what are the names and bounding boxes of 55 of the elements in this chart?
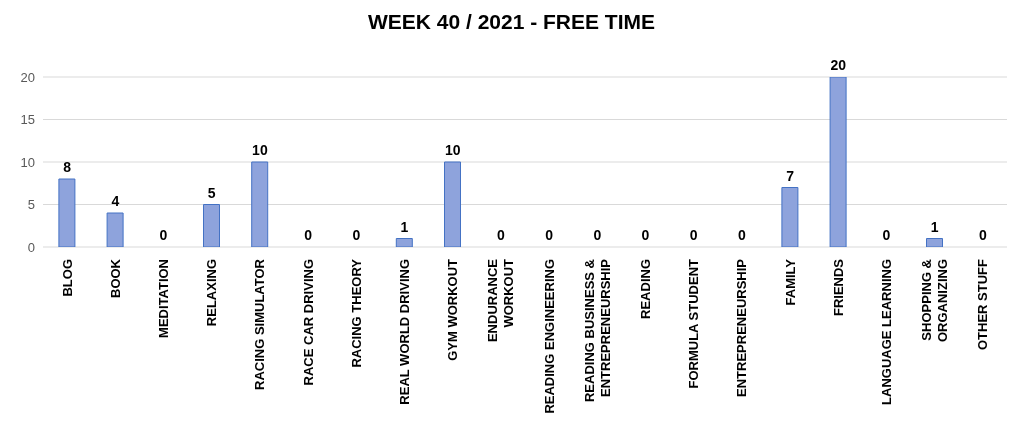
bar bbox=[395, 238, 413, 247]
x-tick-label: MEDITATION bbox=[156, 259, 171, 338]
x-tick-label: LANGUAGE LEARNING bbox=[879, 259, 894, 405]
data-label: 0 bbox=[979, 227, 987, 243]
x-tick-label: ENDURANCE WORKOUT bbox=[485, 258, 517, 343]
x-tick-label: GYM WORKOUT bbox=[445, 258, 461, 361]
x-tick-label: RACING SIMULATOR bbox=[252, 258, 268, 390]
data-label: 1 bbox=[930, 218, 939, 235]
y-tick-label: 0 bbox=[27, 239, 35, 255]
x-tick-label: RACING THEORY bbox=[348, 258, 364, 368]
x-tick-label: READING ENGINEERING bbox=[541, 259, 557, 414]
bar bbox=[251, 161, 269, 247]
data-label: 0 bbox=[689, 227, 698, 243]
bar bbox=[106, 212, 124, 247]
x-tick-label: FRIENDS bbox=[830, 258, 846, 317]
data-label: 0 bbox=[545, 227, 554, 243]
x-tick-label: READING BUSINESS & ENTREPRENEURSHIP bbox=[581, 258, 613, 403]
x-tick-label: RELAXING bbox=[204, 259, 220, 327]
x-tick-label: SHOPPING & ORGANIZING bbox=[919, 259, 951, 343]
x-tick-label: BLOG bbox=[59, 259, 75, 297]
data-label: 4 bbox=[111, 193, 120, 209]
x-tick-label: READING bbox=[638, 259, 653, 319]
data-label: 0 bbox=[352, 227, 361, 243]
y-tick-label: 15 bbox=[20, 112, 35, 128]
x-tick-label: OTHER STUFF bbox=[975, 258, 991, 350]
data-label: 0 bbox=[497, 227, 505, 243]
y-tick-label: 5 bbox=[27, 197, 35, 213]
data-label: 0 bbox=[159, 227, 168, 243]
data-label: 0 bbox=[641, 227, 650, 243]
bar bbox=[781, 187, 799, 247]
data-label: 7 bbox=[786, 167, 795, 184]
bar bbox=[58, 178, 76, 247]
data-label: 0 bbox=[882, 227, 891, 243]
x-tick-label: FAMILY bbox=[782, 258, 798, 306]
x-tick-label: BOOK bbox=[107, 258, 123, 298]
x-tick-label: RACE CAR DRIVING bbox=[300, 259, 316, 386]
bar bbox=[203, 204, 221, 247]
x-tick-label: REAL WORLD DRIVING bbox=[397, 259, 412, 405]
bar bbox=[926, 238, 944, 247]
data-label: 0 bbox=[304, 227, 313, 243]
x-tick-label: FORMULA STUDENT bbox=[686, 258, 702, 389]
data-label: 0 bbox=[593, 227, 602, 243]
data-label: 5 bbox=[207, 184, 216, 201]
chart-title: WEEK 40 / 2021 - FREE TIME bbox=[366, 10, 657, 34]
bar bbox=[829, 77, 847, 247]
data-label: 8 bbox=[63, 159, 72, 175]
y-tick-label: 10 bbox=[20, 154, 35, 170]
data-label: 1 bbox=[400, 218, 409, 235]
bar bbox=[444, 161, 462, 247]
data-label: 20 bbox=[830, 57, 847, 73]
y-tick-label: 20 bbox=[20, 69, 35, 85]
data-label: 10 bbox=[252, 142, 268, 158]
data-label: 0 bbox=[738, 227, 746, 243]
x-tick-label: ENTREPRENEURSHIP bbox=[734, 258, 750, 397]
data-label: 10 bbox=[444, 142, 461, 158]
